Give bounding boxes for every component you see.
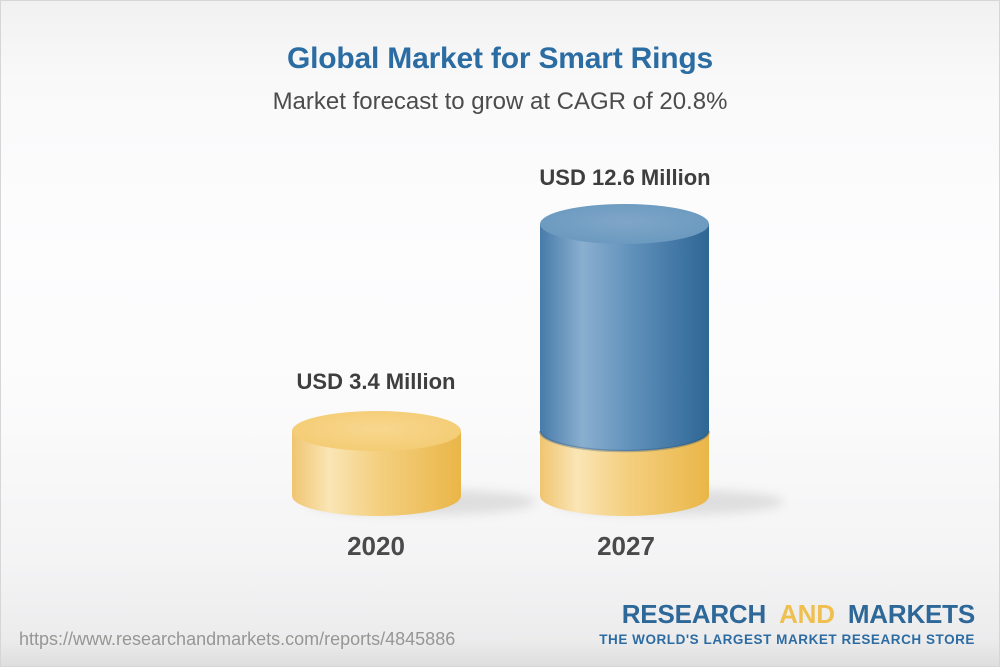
axis-label-2020: 2020 [347, 531, 405, 561]
cylinder-2020 [292, 411, 461, 516]
cylinder-2027-base-segment [540, 431, 709, 516]
logo-word-research: RESEARCH [621, 599, 767, 629]
axis-label-2027: 2027 [597, 531, 655, 561]
logo-word-and: AND [779, 599, 835, 629]
chart-title: Global Market for Smart Rings [287, 42, 713, 75]
logo-word-markets: MARKETS [847, 599, 975, 629]
value-label-2027: USD 12.6 Million [539, 165, 711, 190]
cylinder-2027-growth-segment [540, 224, 709, 451]
brand-logo: RESEARCH AND MARKETS THE WORLD'S LARGEST… [599, 599, 975, 647]
cylinder-2027 [538, 204, 711, 516]
brand-logo-wordmark: RESEARCH AND MARKETS [599, 599, 975, 630]
logo-tagline: THE WORLD'S LARGEST MARKET RESEARCH STOR… [599, 631, 975, 647]
value-label-2020: USD 3.4 Million [296, 369, 456, 394]
source-url: https://www.researchandmarkets.com/repor… [19, 629, 456, 649]
chart-subtitle: Market forecast to grow at CAGR of 20.8% [272, 88, 728, 115]
